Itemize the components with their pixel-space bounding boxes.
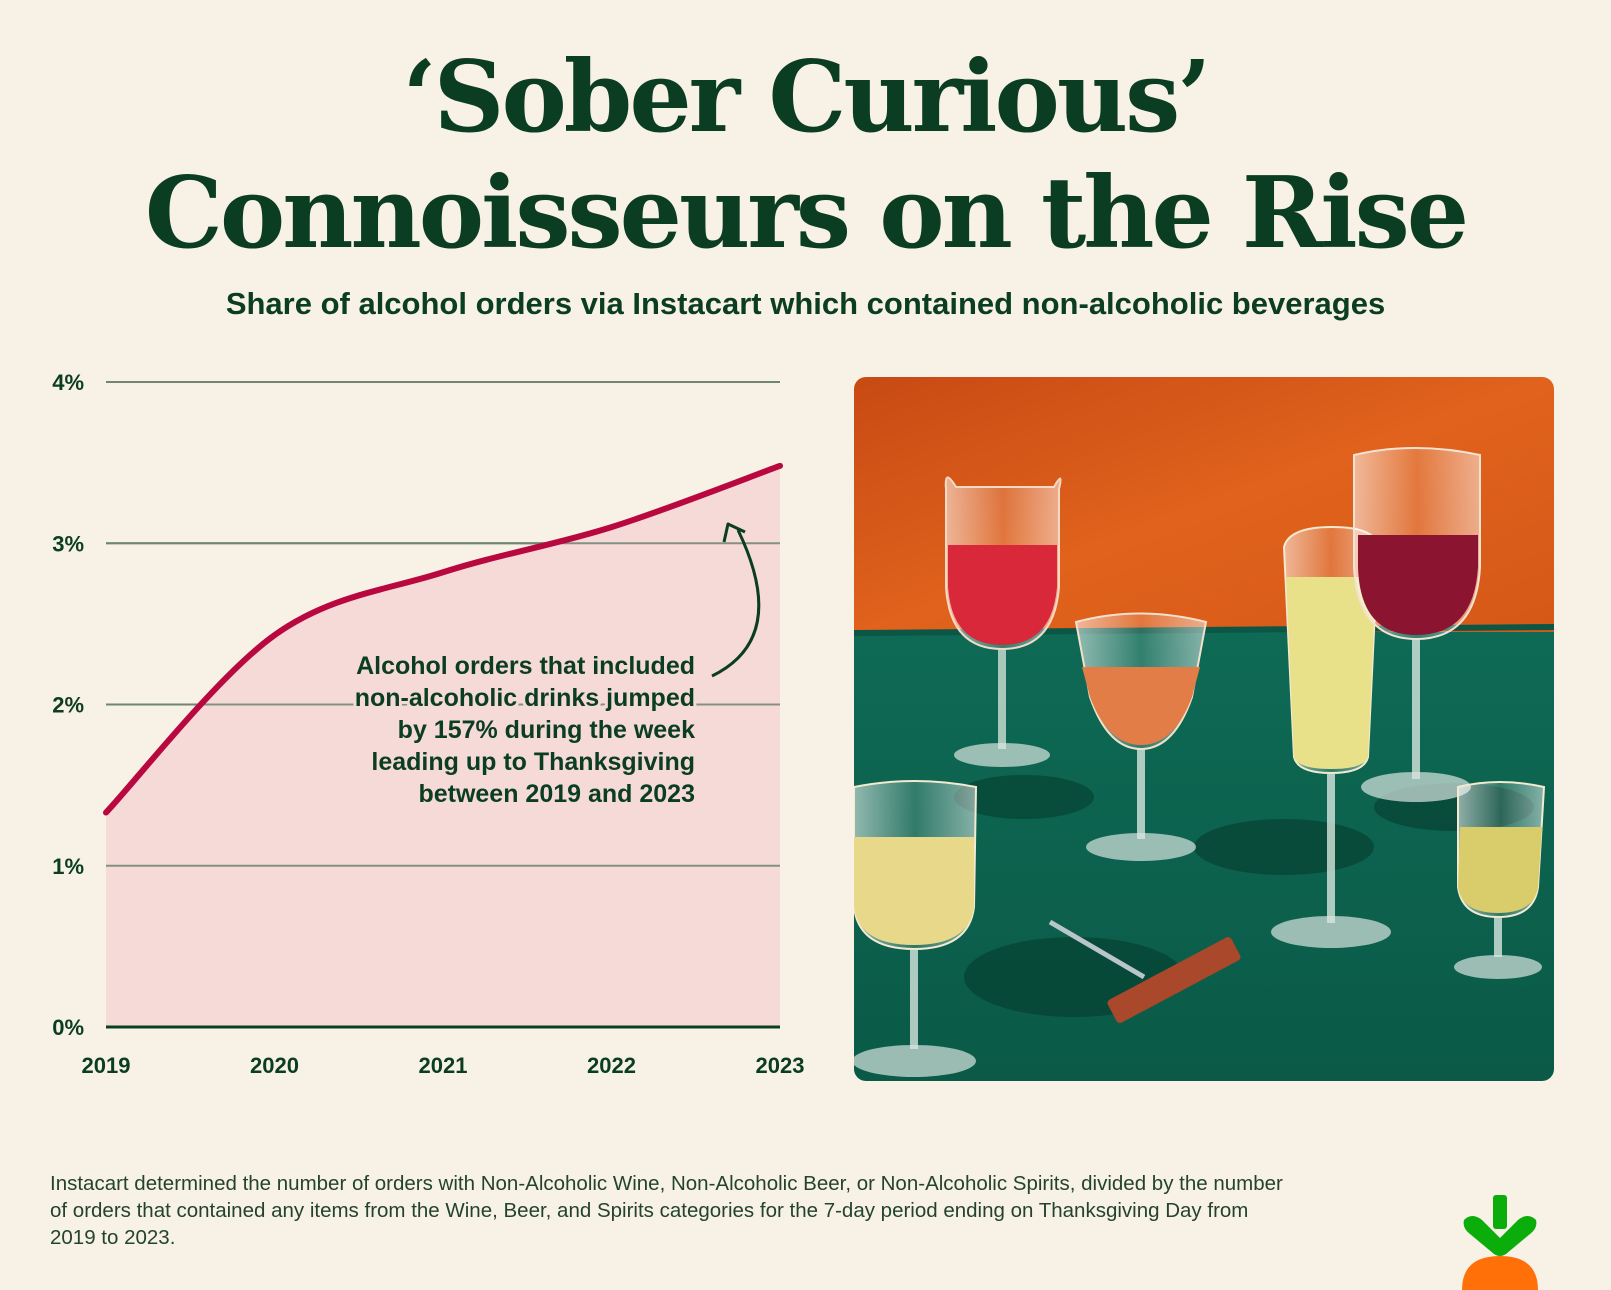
y-tick-label: 0%	[52, 1015, 84, 1040]
x-tick-label: 2019	[82, 1053, 131, 1078]
instacart-carrot-icon	[1462, 1195, 1538, 1290]
white-wine-glass	[854, 780, 978, 1077]
title-line-1: ‘Sober Curious’	[402, 40, 1212, 155]
annotation-arrowhead	[722, 522, 746, 543]
annotation-line: by 157% during the week	[398, 716, 695, 744]
y-tick-label: 4%	[52, 370, 84, 395]
flute-glass	[1271, 525, 1391, 948]
annotation-line: leading up to Thanksgiving	[371, 748, 695, 776]
annotation-line: between 2019 and 2023	[418, 780, 695, 808]
carrot-stem	[1493, 1195, 1507, 1229]
carrot-body	[1462, 1256, 1538, 1290]
area-fill	[106, 465, 780, 1028]
area-chart: 0% 1% 2% 3% 4% 2019 2020 2021 2022 2023 Alcohol …	[52, 370, 805, 1078]
drinks-photo	[854, 377, 1554, 1081]
chart-subtitle: Share of alcohol orders via Instacart wh…	[225, 286, 1386, 321]
small-glass	[1454, 781, 1546, 979]
annotation-line: Alcohol orders that included	[356, 652, 695, 680]
dark-red-glass	[1353, 447, 1481, 802]
footnote: Instacart determined the number of order…	[50, 1172, 1283, 1249]
red-glass	[944, 476, 1062, 767]
x-tick-labels: 2019 2020 2021 2022 2023	[82, 1053, 805, 1078]
x-tick-label: 2022	[587, 1053, 636, 1078]
carrot-leaves	[1463, 1216, 1537, 1256]
x-tick-label: 2023	[756, 1053, 805, 1078]
corkscrew	[1048, 919, 1241, 1023]
gridlines-overlay	[106, 381, 780, 867]
series-line	[103, 462, 783, 816]
annotation-text: Alcohol orders that included non-alcoholi…	[355, 652, 695, 808]
y-tick-label: 1%	[52, 854, 84, 879]
title-line-2: Connoisseurs on the Rise	[144, 156, 1469, 271]
page-title: ‘Sober Curious’ Connoisseurs on the Rise	[0, 40, 1611, 272]
x-tick-label: 2020	[250, 1053, 299, 1078]
y-tick-label: 2%	[52, 693, 84, 718]
y-tick-labels: 0% 1% 2% 3% 4%	[52, 370, 84, 1040]
annotation-arrow	[711, 529, 761, 678]
annotation-line: non-alcoholic drinks jumped	[355, 684, 695, 712]
y-tick-label: 3%	[52, 531, 84, 556]
amber-glass	[1074, 612, 1208, 861]
annotation: Alcohol orders that included non-alcoholi…	[352, 522, 761, 811]
x-tick-label: 2021	[419, 1053, 468, 1078]
